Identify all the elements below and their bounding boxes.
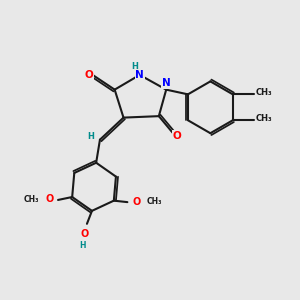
Text: H: H xyxy=(131,62,138,71)
Text: N: N xyxy=(162,78,171,88)
Text: O: O xyxy=(173,131,182,141)
Text: O: O xyxy=(80,229,89,238)
Text: O: O xyxy=(85,70,93,80)
Text: H: H xyxy=(79,242,86,250)
Text: H: H xyxy=(87,132,94,141)
Text: N: N xyxy=(135,70,144,80)
Text: CH₃: CH₃ xyxy=(256,114,272,123)
Text: CH₃: CH₃ xyxy=(256,88,272,98)
Text: CH₃: CH₃ xyxy=(147,197,163,206)
Text: O: O xyxy=(46,194,54,204)
Text: CH₃: CH₃ xyxy=(24,195,39,204)
Text: O: O xyxy=(132,196,140,206)
